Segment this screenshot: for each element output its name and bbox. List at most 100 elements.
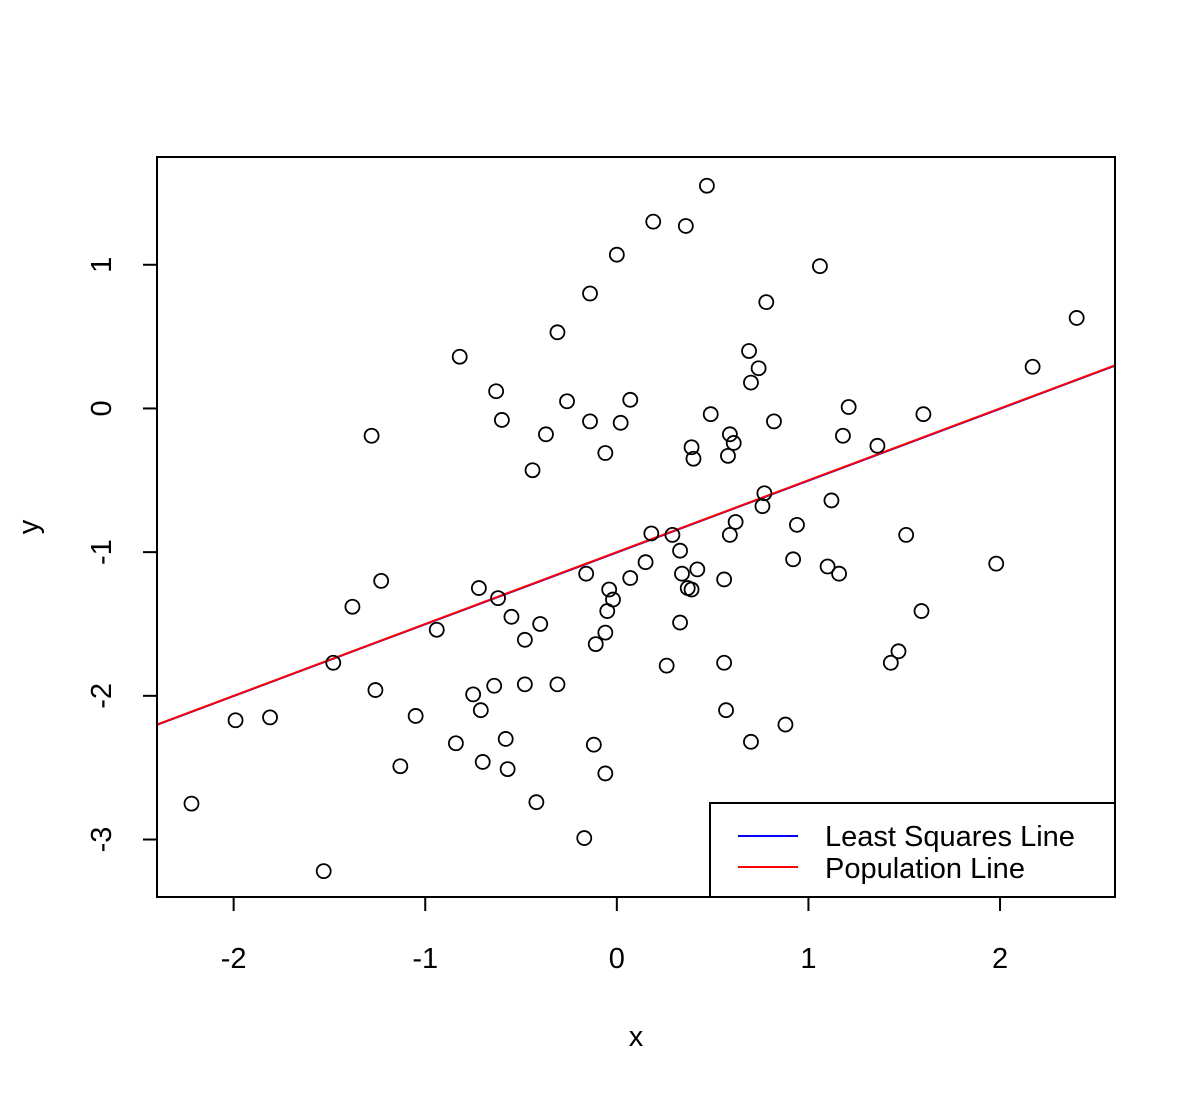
data-point	[913, 603, 930, 619]
data-point	[428, 621, 445, 638]
data-point	[582, 285, 598, 302]
data-point	[685, 450, 702, 467]
y-tick-label: -2	[86, 683, 118, 709]
series-line-population-line	[156, 364, 1116, 726]
data-point	[890, 643, 907, 660]
data-point	[683, 581, 700, 598]
data-point	[702, 406, 719, 423]
data-points	[183, 177, 1085, 880]
data-point	[587, 636, 604, 653]
x-axis: -2 -1 0 1 2	[221, 896, 1008, 975]
data-point	[227, 712, 244, 729]
data-point	[325, 654, 342, 671]
data-point	[622, 391, 639, 408]
data-point	[392, 758, 409, 775]
data-point	[766, 413, 782, 430]
data-point	[658, 657, 675, 674]
data-point	[637, 554, 654, 571]
data-point	[315, 863, 332, 880]
data-point	[262, 709, 278, 726]
x-tick-label: 0	[609, 943, 625, 975]
data-point	[721, 426, 738, 443]
data-point	[720, 447, 736, 464]
data-point	[407, 708, 424, 724]
data-point	[785, 551, 802, 568]
data-point	[470, 580, 487, 596]
data-point	[716, 571, 733, 588]
data-point	[488, 383, 505, 400]
data-point	[622, 570, 639, 586]
data-point	[840, 399, 857, 415]
data-point	[915, 406, 932, 423]
data-point	[486, 677, 503, 694]
data-point	[497, 731, 514, 747]
data-point	[447, 735, 464, 752]
data-point	[597, 445, 614, 461]
data-point	[363, 427, 380, 444]
data-point	[835, 427, 851, 444]
data-point	[698, 177, 715, 194]
data-point	[672, 614, 688, 631]
data-point	[750, 360, 767, 377]
data-point	[549, 324, 566, 341]
data-point	[549, 676, 566, 693]
data-point	[988, 555, 1005, 572]
legend-label-population: Population Line	[825, 853, 1025, 885]
data-point	[831, 565, 847, 582]
data-point	[756, 485, 773, 502]
data-point	[373, 572, 390, 589]
data-point	[823, 492, 840, 509]
data-point	[451, 348, 468, 365]
data-point	[869, 437, 886, 454]
data-point	[490, 590, 506, 607]
legend-label-least-squares: Least Squares Line	[825, 821, 1075, 853]
data-point	[716, 654, 733, 671]
data-point	[777, 716, 794, 733]
data-point	[608, 246, 625, 263]
x-tick-label: -1	[412, 943, 438, 975]
plot-frame	[156, 156, 1116, 898]
data-point	[528, 794, 545, 811]
legend: Least Squares Line Population Line	[709, 802, 1116, 898]
y-tick-label: -1	[86, 539, 118, 565]
data-point	[597, 765, 614, 782]
data-point	[725, 435, 742, 451]
data-point	[474, 754, 491, 770]
data-point	[718, 702, 734, 719]
data-point	[812, 258, 828, 275]
data-point	[516, 676, 533, 693]
data-point	[1024, 358, 1041, 375]
regression-lines	[156, 364, 1116, 726]
y-tick-label: 0	[86, 400, 118, 416]
y-tick-label: -3	[86, 827, 118, 853]
data-point	[721, 527, 738, 543]
data-point	[743, 733, 759, 750]
y-tick-label: 1	[86, 257, 118, 273]
data-point	[672, 542, 688, 559]
x-tick-label: -2	[221, 943, 247, 975]
data-point	[898, 527, 915, 543]
data-point	[677, 218, 694, 234]
data-point	[597, 624, 614, 641]
data-point	[612, 414, 629, 431]
data-point	[754, 498, 771, 515]
data-point	[516, 631, 533, 648]
data-point	[472, 702, 489, 719]
data-point	[538, 426, 554, 443]
x-axis-title: x	[629, 1021, 644, 1053]
y-axis: -3 -2 -1 0 1	[86, 257, 158, 853]
data-point	[683, 439, 700, 456]
data-point	[882, 654, 899, 671]
data-point	[674, 565, 690, 582]
data-point	[645, 213, 662, 230]
data-point	[819, 558, 836, 575]
data-point	[578, 565, 595, 582]
data-point	[727, 514, 744, 530]
data-point	[758, 294, 775, 311]
data-point	[524, 462, 541, 479]
legend-box	[709, 802, 1116, 898]
data-point	[465, 686, 482, 703]
data-point	[743, 374, 759, 391]
data-point	[183, 795, 200, 812]
